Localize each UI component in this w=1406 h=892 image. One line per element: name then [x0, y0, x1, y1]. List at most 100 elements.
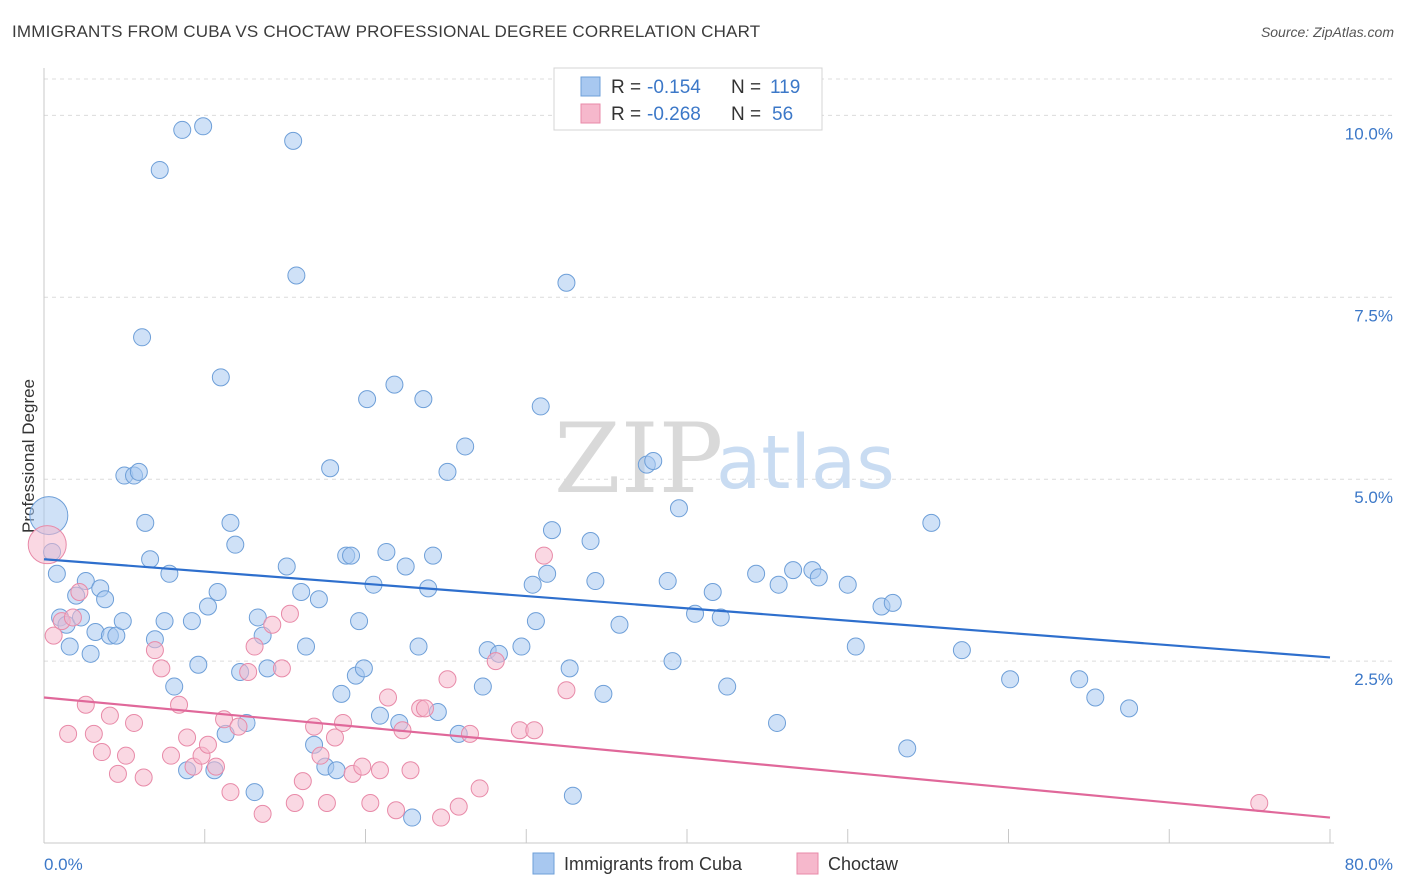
data-point [658, 572, 677, 591]
data-point [809, 568, 828, 587]
data-point [922, 513, 941, 532]
data-point [136, 513, 155, 532]
data-point [165, 677, 184, 696]
data-point [512, 637, 531, 656]
legend-n-label-2: N = [731, 104, 761, 125]
data-point [76, 695, 95, 714]
data-point [245, 783, 264, 802]
y-tick-label: 2.5% [1354, 670, 1393, 689]
data-point [669, 499, 688, 518]
data-point [358, 390, 377, 409]
data-point [194, 117, 213, 136]
data-point [401, 761, 420, 780]
legend-n-value-1: 119 [770, 77, 800, 98]
data-point [1120, 699, 1139, 718]
data-point [409, 637, 428, 656]
data-point [333, 713, 352, 732]
series-legend-swatch-blue [532, 852, 555, 875]
data-point [70, 582, 89, 601]
data-point [253, 804, 272, 823]
data-point [113, 612, 132, 631]
data-point [470, 779, 489, 798]
legend-n-value-2: 56 [772, 104, 793, 125]
y-tick-label: 10.0% [1345, 124, 1393, 143]
data-point [145, 641, 164, 660]
data-point [245, 637, 264, 656]
data-point [332, 684, 351, 703]
data-point [538, 564, 557, 583]
data-point [586, 572, 605, 591]
series-legend-label-blue: Immigrants from Cuba [564, 854, 743, 874]
data-point [100, 706, 119, 725]
x-tick-label-max: 80.0% [1345, 855, 1393, 874]
data-point [838, 575, 857, 594]
data-point [769, 575, 788, 594]
data-point [226, 535, 245, 554]
x-tick-label-min: 0.0% [44, 855, 83, 874]
data-point [133, 328, 152, 347]
data-point [415, 699, 434, 718]
data-point [1086, 688, 1105, 707]
data-point [784, 561, 803, 580]
data-point [108, 764, 127, 783]
data-point [557, 681, 576, 700]
data-point [27, 525, 67, 565]
data-point [449, 797, 468, 816]
data-point [182, 612, 201, 631]
data-point [542, 521, 561, 540]
data-point [456, 437, 475, 456]
data-point [63, 608, 82, 627]
data-point [1250, 793, 1269, 812]
data-point [557, 273, 576, 292]
data-point [311, 746, 330, 765]
data-point [703, 582, 722, 601]
data-point [198, 735, 217, 754]
data-point [846, 637, 865, 656]
data-point [116, 746, 135, 765]
trendlines [43, 558, 1331, 819]
data-point [594, 684, 613, 703]
data-point [718, 677, 737, 696]
data-point [134, 768, 153, 787]
data-point [396, 557, 415, 576]
data-point [387, 801, 406, 820]
data-point [141, 550, 160, 569]
data-point [150, 160, 169, 179]
series-legend-label-pink: Choctaw [828, 854, 899, 874]
data-point [263, 615, 282, 634]
data-point [325, 728, 344, 747]
data-point [92, 743, 111, 762]
data-point [284, 131, 303, 150]
data-point [221, 783, 240, 802]
data-point [379, 688, 398, 707]
data-point [280, 604, 299, 623]
legend-r-label-2: R = [611, 104, 641, 125]
data-point [581, 532, 600, 551]
data-point [1070, 670, 1089, 689]
data-point [354, 659, 373, 678]
data-point [211, 368, 230, 387]
watermark-atlas: atlas [716, 420, 895, 506]
data-point [321, 459, 340, 478]
data-point [526, 612, 545, 631]
data-point [342, 546, 361, 565]
data-point [297, 637, 316, 656]
y-tick-label: 5.0% [1354, 488, 1393, 507]
data-point [189, 655, 208, 674]
data-point [277, 557, 296, 576]
chart-title: IMMIGRANTS FROM CUBA VS CHOCTAW PROFESSI… [12, 22, 761, 41]
data-point [361, 793, 380, 812]
data-point [644, 452, 663, 470]
data-point [207, 757, 226, 776]
y-tick-labels: 2.5% 5.0% 7.5% 10.0% [1345, 124, 1393, 689]
legend-r-value-1: -0.154 [647, 77, 701, 98]
data-point [898, 739, 917, 758]
data-point [370, 761, 389, 780]
data-point [377, 542, 396, 561]
data-point [47, 564, 66, 583]
data-point [272, 659, 291, 678]
data-point [385, 375, 404, 394]
data-point [350, 612, 369, 631]
axes [43, 68, 1334, 844]
data-point [59, 724, 78, 743]
